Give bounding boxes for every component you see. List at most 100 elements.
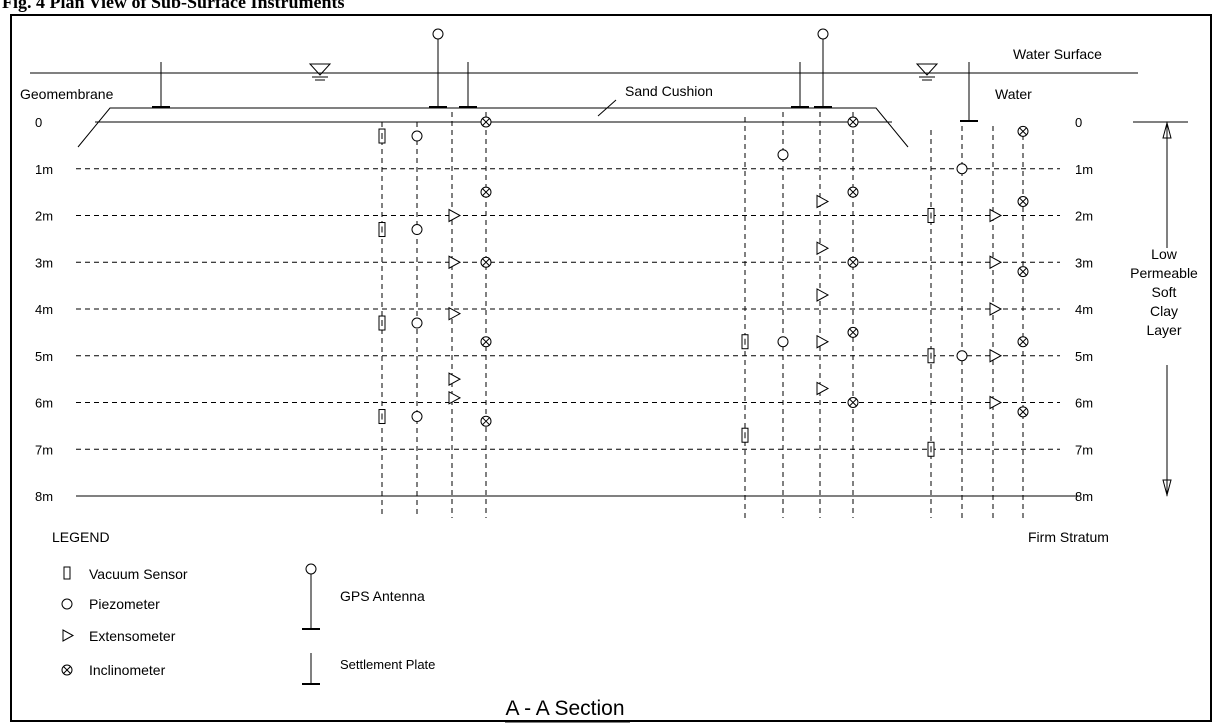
depth-label-right: 3m [1075, 255, 1093, 270]
depth-label-left: 8m [35, 489, 53, 504]
extensometer-marker [989, 208, 1003, 223]
extensometer-marker [448, 208, 462, 223]
legend-title: LEGEND [52, 529, 110, 545]
vacuum-sensor-marker [378, 409, 386, 425]
vacuum-sensor-marker [927, 348, 935, 364]
extensometer-marker [448, 255, 462, 270]
inclinometer-marker [1017, 195, 1029, 207]
piezometer-marker [956, 350, 968, 362]
depth-label-right: 2m [1075, 209, 1093, 224]
inclinometer-marker [480, 336, 492, 348]
depth-label-right: 6m [1075, 396, 1093, 411]
depth-label-left: 5m [35, 349, 53, 364]
vacuum-sensor-marker [741, 334, 749, 350]
piezometer-marker [777, 149, 789, 161]
piezometer-marker [411, 411, 423, 423]
inclinometer-marker [847, 116, 859, 128]
depth-label-left: 7m [35, 442, 53, 457]
depth-label-left: 1m [35, 162, 53, 177]
depth-label-right: 1m [1075, 162, 1093, 177]
depth-label-left: 2m [35, 209, 53, 224]
geomembrane-label: Geomembrane [20, 86, 114, 102]
extensometer-marker [816, 334, 830, 349]
legend-label: Vacuum Sensor [89, 566, 188, 582]
layer-thickness-arrow [1133, 121, 1188, 497]
legend: LEGEND Vacuum Sensor Piezometer Extensom… [52, 529, 435, 685]
sand-cushion-leader [597, 99, 617, 117]
legend-label: Extensometer [89, 628, 176, 644]
legend-label: Piezometer [89, 596, 160, 612]
inclinometer-marker [480, 415, 492, 427]
depth-grid: 0 0 1m 1m 2m 2m 3m 3m 4m 4m 5m 5m 6m 6m 7m 7m 8m 8m [35, 115, 1093, 504]
extensometer-marker [816, 241, 830, 256]
legend-piezometer-icon [61, 598, 73, 610]
embankment-structure [30, 28, 1188, 497]
extensometer-marker [448, 372, 462, 386]
extensometer-marker [816, 194, 830, 209]
layer-name-line: Low [1151, 246, 1178, 262]
inclinometer-marker [847, 186, 859, 198]
legend-label: Settlement Plate [340, 657, 435, 672]
layer-name-line: Soft [1152, 284, 1177, 300]
inclinometer-marker [1017, 125, 1029, 137]
vacuum-sensor-marker [927, 208, 935, 223]
piezometer-marker [777, 336, 789, 348]
instrument-markers [378, 112, 1029, 518]
settlement-plate-symbol [459, 62, 477, 108]
piezometer-marker [956, 163, 968, 175]
layer-name-line: Permeable [1130, 265, 1198, 281]
inclinometer-marker [1017, 266, 1029, 278]
vacuum-sensor-marker [378, 315, 386, 331]
gps-antenna-symbol [429, 28, 447, 108]
gps-antenna-symbol [814, 28, 832, 108]
legend-vacuum-sensor-icon [63, 566, 71, 580]
layer-name-line: Clay [1150, 303, 1178, 319]
figure-frame [10, 14, 1212, 722]
inclinometer-marker [847, 397, 859, 408]
inclinometer-marker [1017, 336, 1029, 348]
firm-stratum-label: Firm Stratum [1028, 529, 1109, 545]
legend-extensometer-icon [62, 629, 75, 642]
extensometer-marker [989, 348, 1003, 363]
sand-cushion-label: Sand Cushion [625, 83, 713, 99]
extensometer-marker [989, 395, 1003, 410]
settlement-plate-symbol [152, 62, 170, 108]
vacuum-sensor-marker [378, 128, 386, 144]
depth-label-right: 8m [1075, 489, 1093, 504]
legend-inclinometer-icon [61, 664, 73, 676]
depth-label-right: 0 [1075, 115, 1082, 130]
layer-name-line: Layer [1146, 322, 1181, 338]
extensometer-marker [989, 255, 1003, 270]
inclinometer-marker [480, 116, 492, 128]
water-label: Water [995, 86, 1032, 102]
water-surface-label: Water Surface [1013, 46, 1102, 62]
vacuum-sensor-marker [378, 222, 386, 238]
depth-label-right: 5m [1075, 349, 1093, 364]
settlement-plate-symbol [960, 62, 978, 122]
inclinometer-marker [1017, 406, 1029, 418]
inclinometer-marker [847, 326, 859, 338]
inclinometer-marker [480, 186, 492, 198]
legend-gps-antenna-icon [302, 563, 320, 630]
depth-label-left: 0 [35, 115, 42, 130]
water-level-symbol [308, 63, 332, 81]
piezometer-marker [411, 130, 423, 142]
depth-label-right: 4m [1075, 302, 1093, 317]
extensometer-marker [816, 381, 830, 396]
piezometer-marker [411, 317, 423, 329]
extensometer-marker [816, 288, 830, 302]
extensometer-marker [989, 302, 1003, 316]
extensometer-marker [448, 306, 462, 321]
figure-title: Fig. 4 Plan View of Sub-Surface Instrume… [2, 0, 345, 12]
depth-label-right: 7m [1075, 442, 1093, 457]
legend-label: Inclinometer [89, 662, 166, 678]
legend-settlement-plate-icon [302, 653, 320, 685]
settlement-plate-symbol [791, 62, 809, 108]
vacuum-sensor-marker [927, 441, 935, 457]
depth-label-left: 6m [35, 396, 53, 411]
water-level-symbol [915, 63, 939, 81]
inclinometer-marker [847, 256, 859, 268]
legend-label: GPS Antenna [340, 588, 425, 604]
piezometer-marker [411, 224, 423, 236]
